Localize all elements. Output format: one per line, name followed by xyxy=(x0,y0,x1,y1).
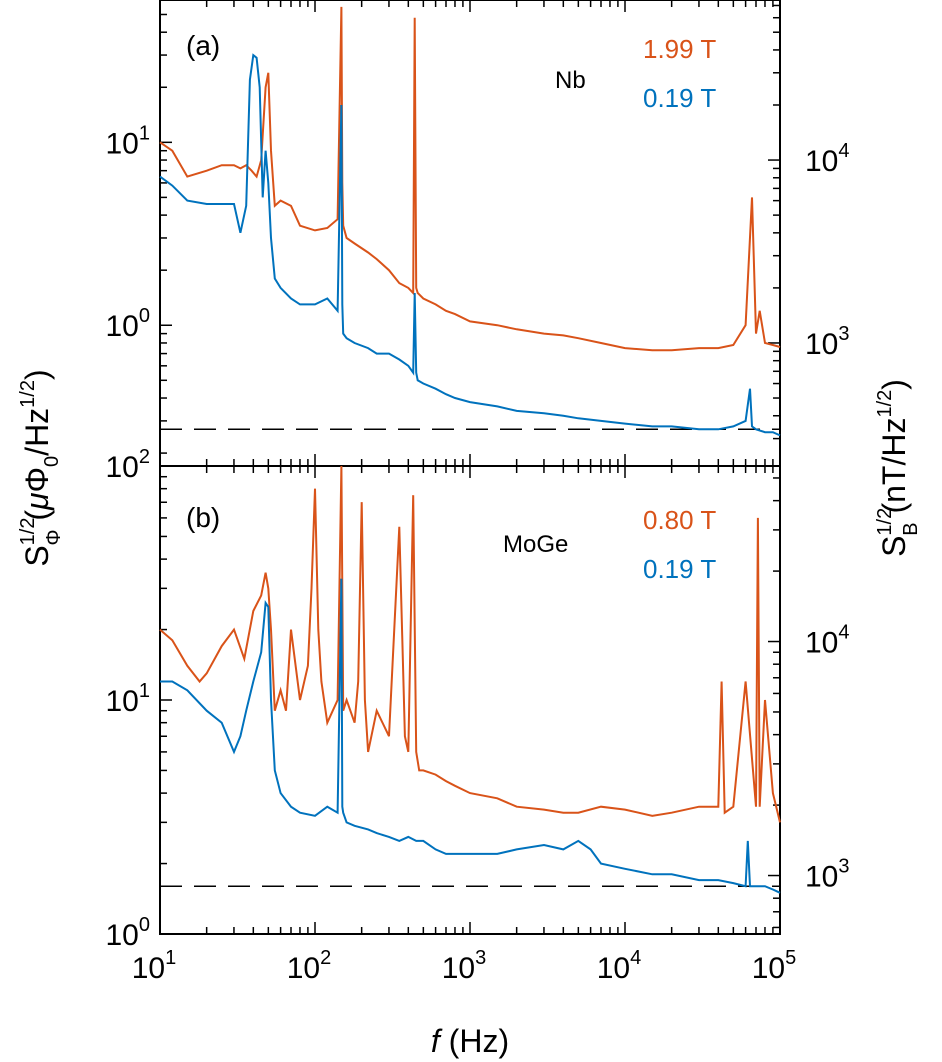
panel-a-series-1-99T xyxy=(159,6,781,352)
panel-b: 100 101 102 103 104 (b) MoGe 0.80 T 0.19 T xyxy=(106,446,850,952)
panel-a-frame xyxy=(159,0,781,467)
y-left-tick-label: 100 xyxy=(106,305,151,343)
panel-b-legend-0-80T: 0.80 T xyxy=(643,505,716,535)
panel-b-series-0-80T xyxy=(159,465,781,823)
x-tick-label: 103 xyxy=(442,947,487,985)
panel-a-label: (a) xyxy=(186,30,220,61)
panel-a-series-0-19T xyxy=(159,53,781,437)
left-axis-title: S1/2 Φ (μΦ0/Hz1/2) xyxy=(17,369,65,566)
panel-b-frame xyxy=(159,465,781,935)
panel-b-series-0-19T xyxy=(160,578,781,894)
right-axis-title: S1/2 B (nT/Hz1/2) xyxy=(874,379,922,557)
x-tick-labels: 101 102 103 104 105 xyxy=(132,947,797,985)
panel-a-ticks: 100 101 103 104 xyxy=(106,0,850,466)
panel-a-legend-0-19T: 0.19 T xyxy=(643,83,716,113)
panel-b-material: MoGe xyxy=(503,531,568,558)
panel-a: 100 101 103 104 (a) Nb 1.99 T 0.19 T xyxy=(106,0,850,467)
y-left-tick-label: 102 xyxy=(106,446,151,484)
y-left-tick-label: 100 xyxy=(106,914,151,952)
x-tick-label: 105 xyxy=(752,947,797,985)
y-right-tick-label: 104 xyxy=(805,622,850,660)
panel-b-legend-0-19T: 0.19 T xyxy=(643,554,716,584)
y-right-tick-label: 104 xyxy=(805,140,850,178)
x-tick-label: 102 xyxy=(287,947,332,985)
y-left-tick-label: 101 xyxy=(106,680,151,718)
panel-b-label: (b) xyxy=(186,502,220,533)
x-tick-label: 104 xyxy=(597,947,642,985)
y-right-tick-label: 103 xyxy=(805,856,850,894)
panel-a-legend-1-99T: 1.99 T xyxy=(643,34,716,64)
x-tick-label: 101 xyxy=(132,947,177,985)
panel-b-ticks: 100 101 102 103 104 xyxy=(106,446,850,952)
y-left-tick-label: 101 xyxy=(106,122,151,160)
x-axis-title: f (Hz) xyxy=(431,1023,509,1059)
y-right-tick-label: 103 xyxy=(805,323,850,361)
panel-a-material: Nb xyxy=(555,67,586,94)
